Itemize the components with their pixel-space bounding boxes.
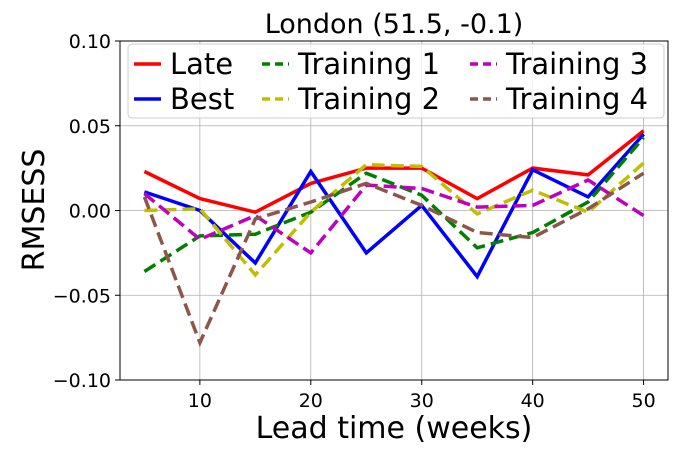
series-line-best [143,133,645,280]
y-tick-label: 0.10 [69,31,111,53]
series-line-training-1 [143,136,645,273]
series-line-training-2 [144,161,645,278]
x-tick-label: 10 [188,390,212,412]
legend-label: Training 2 [297,82,440,116]
y-tick-label: 0.05 [69,116,111,138]
axis-ticks: 10 20 30 40 50 −0.10 −0.05 0.00 0.05 0.10 [53,31,656,412]
legend-label: Training 1 [297,47,440,81]
legend-label: Late [170,47,233,81]
chart-title: London (51.5, -0.1) [265,9,524,40]
x-axis-label: Lead time (weeks) [256,411,533,446]
x-tick-label: 30 [410,390,434,412]
legend-label: Best [170,82,234,116]
x-tick-label: 50 [632,390,656,412]
legend-label: Training 4 [505,82,648,116]
x-tick-label: 20 [299,390,323,412]
legend-label: Training 3 [505,47,648,81]
x-tick-label: 40 [521,390,545,412]
series-line-training-3 [143,178,645,256]
series-line-training-4 [142,171,645,348]
series-lines [142,129,645,348]
y-tick-label: 0.00 [69,201,111,223]
y-axis-label: RMSESS [17,149,52,272]
y-tick-label: −0.05 [53,285,111,307]
series-line-late [143,129,645,215]
y-tick-label: −0.10 [53,370,111,392]
